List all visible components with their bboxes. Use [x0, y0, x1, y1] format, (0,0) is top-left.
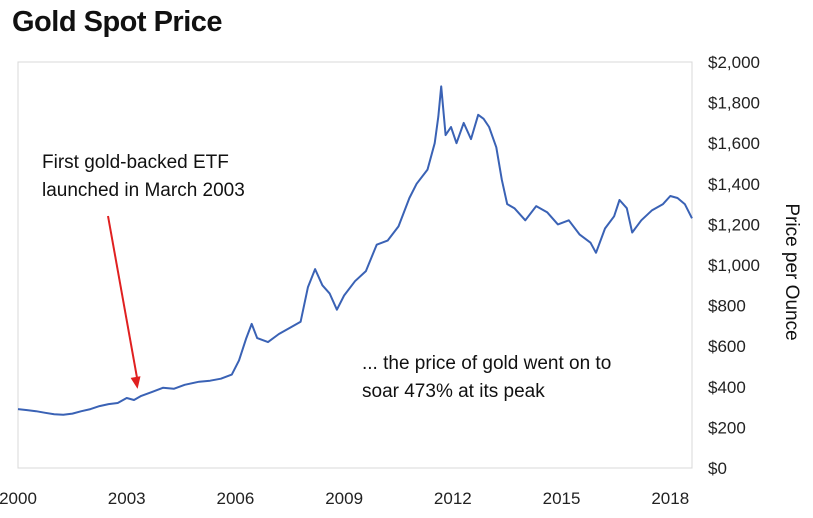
- etf-annotation-line-2: launched in March 2003: [42, 180, 245, 201]
- y-tick-label: $400: [708, 378, 746, 397]
- etf-arrow: [107, 215, 139, 382]
- y-tick-label: $1,400: [708, 175, 760, 194]
- x-tick-label: 2015: [543, 489, 581, 508]
- y-tick-label: $1,800: [708, 94, 760, 113]
- x-tick-label: 2012: [434, 489, 472, 508]
- y-tick-label: $800: [708, 297, 746, 316]
- gold-price-line: [17, 85, 693, 416]
- y-tick-label: $1,000: [708, 256, 760, 275]
- y-tick-label: $200: [708, 418, 746, 437]
- x-tick-label: 2003: [108, 489, 146, 508]
- y-tick-label: $1,600: [708, 134, 760, 153]
- x-tick-label: 2000: [0, 489, 37, 508]
- y-axis: $0 $200 $400 $600 $800 $1,000 $1,200 $1,400 $1,6…: [708, 53, 760, 478]
- y-tick-label: $600: [708, 337, 746, 356]
- y-tick-label: $1,200: [708, 215, 760, 234]
- y-axis-label: Price per Ounce: [781, 203, 802, 340]
- chart-title: Gold Spot Price: [12, 6, 223, 38]
- x-tick-label: 2009: [325, 489, 363, 508]
- y-tick-label: $2,000: [708, 53, 760, 72]
- plot-frame: [17, 61, 693, 469]
- x-axis: 2000 2003 2006 2009 2012 2015 2018: [0, 489, 689, 508]
- y-tick-label: $0: [708, 459, 727, 478]
- x-tick-label: 2018: [651, 489, 689, 508]
- peak-annotation-line-1: ... the price of gold went on to: [362, 353, 611, 374]
- peak-annotation-line-2: soar 473% at its peak: [362, 381, 545, 402]
- x-tick-label: 2006: [217, 489, 255, 508]
- etf-annotation-line-1: First gold-backed ETF: [42, 152, 229, 173]
- etf-arrowhead: [130, 376, 141, 389]
